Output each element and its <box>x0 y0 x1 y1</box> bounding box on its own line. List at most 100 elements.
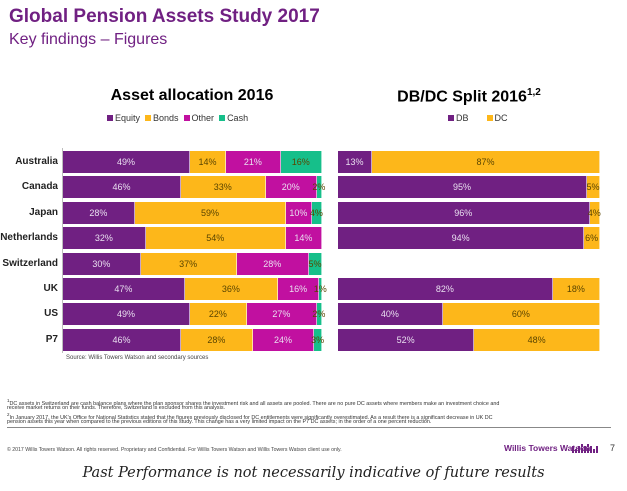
category-label-netherlands: Netherlands <box>0 232 58 244</box>
asset-bar-netherlands-bonds: 54% <box>145 227 286 250</box>
asset-data-label: 4% <box>309 207 323 218</box>
asset-data-label: 16% <box>289 284 308 294</box>
asset-bar-australia-bonds: 14% <box>189 151 227 173</box>
asset-data-label: 14% <box>294 233 313 244</box>
category-label-canada: Canada <box>21 181 58 193</box>
category-label-australia: Australia <box>15 156 58 167</box>
performance-disclaimer: Past Performance is not necessarily indi… <box>82 465 545 481</box>
asset-data-label: 2% <box>312 182 326 193</box>
legend-swatch-db <box>448 115 454 121</box>
dbdc-data-label: 95% <box>452 182 471 193</box>
asset-data-label: 54% <box>206 233 225 244</box>
asset-data-label: 30% <box>92 258 111 269</box>
dbdc-bar-uk-db: 82% <box>338 278 553 300</box>
asset-data-label: 59% <box>200 207 219 218</box>
asset-bar-australia-equity: 49% <box>63 151 190 173</box>
asset-allocation-axis <box>62 148 63 353</box>
legend-item-db: DB <box>448 113 469 123</box>
asset-bar-netherlands-other: 14% <box>285 227 322 250</box>
dbdc-bar-japan-dc: 4% <box>587 201 601 224</box>
asset-data-label: 10% <box>289 207 308 218</box>
legend-label-cash: Cash <box>227 113 249 123</box>
asset-bar-switzerland-bonds: 37% <box>140 252 237 275</box>
asset-data-label: 24% <box>274 334 293 345</box>
dbdc-data-label: 13% <box>345 157 364 167</box>
dbdc-data-label: 52% <box>396 334 415 345</box>
dbdc-data-label: 48% <box>527 334 546 345</box>
asset-bar-p7-equity: 46% <box>63 328 181 351</box>
footnote-1-text-1: DC assets in Switzerland are cash balanc… <box>9 400 500 407</box>
asset-bar-switzerland-equity: 30% <box>63 252 141 275</box>
brand-logo-icon <box>572 444 598 453</box>
asset-data-label: 1% <box>313 284 327 294</box>
asset-bar-japan-cash: 4% <box>309 201 323 224</box>
category-label-switzerland: Switzerland <box>2 257 58 269</box>
legend-swatch-equity <box>107 115 113 121</box>
asset-data-label: 47% <box>114 284 133 294</box>
footnote-1-line-2: receive market returns on their funds. T… <box>7 405 226 411</box>
asset-data-label: 33% <box>213 182 232 193</box>
dbdc-bar-p7-db: 52% <box>338 328 475 351</box>
asset-bar-us-equity: 49% <box>63 303 190 326</box>
copyright-text: © 2017 Willis Towers Watson. All rights … <box>7 447 342 453</box>
legend-swatch-cash <box>219 115 226 121</box>
asset-bar-p7-bonds: 28% <box>180 328 253 351</box>
legend-swatch-other <box>183 115 190 121</box>
asset-data-label: 28% <box>89 207 108 218</box>
asset-bar-us-cash: 2% <box>312 303 325 326</box>
asset-data-label: 2% <box>312 309 326 320</box>
asset-bar-japan-equity: 28% <box>63 201 135 224</box>
legend-item-dc: DC <box>486 113 508 123</box>
asset-bar-netherlands-equity: 32% <box>63 227 146 250</box>
asset-bar-canada-cash: 2% <box>312 176 325 199</box>
asset-data-label: 37% <box>179 258 198 269</box>
legend-swatch-dc <box>486 115 493 121</box>
dbdc-split-title-text: DB/DC Split 2016 <box>397 88 527 106</box>
category-label-japan: Japan <box>29 206 58 218</box>
dbdc-data-label: 4% <box>587 207 601 218</box>
asset-bar-uk-equity: 47% <box>63 278 185 300</box>
dbdc-bar-p7-dc: 48% <box>474 328 600 351</box>
dbdc-split-legend: DB DC <box>448 113 508 123</box>
footnote-2-line-1: 2In January 2017, the UK's Office for Na… <box>7 412 493 421</box>
asset-bar-switzerland-other: 28% <box>236 252 310 275</box>
asset-bar-japan-other: 10% <box>286 201 312 224</box>
asset-bar-us-bonds: 22% <box>189 303 247 326</box>
asset-data-label: 32% <box>94 233 113 244</box>
asset-data-label: 22% <box>208 309 227 320</box>
category-label-us: US <box>44 308 58 320</box>
dbdc-data-label: 96% <box>454 207 473 218</box>
dbdc-data-label: 87% <box>476 157 495 167</box>
legend-item-equity: Equity <box>107 113 140 123</box>
asset-data-label: 14% <box>198 157 217 167</box>
asset-bar-p7-cash: 3% <box>311 328 324 351</box>
footnote-2-mark: 2 <box>7 412 10 417</box>
category-label-p7: P7 <box>45 333 58 345</box>
dbdc-bar-netherlands-db: 94% <box>338 227 585 250</box>
asset-bar-p7-other: 24% <box>252 328 315 351</box>
asset-allocation-title: Asset allocation 2016 <box>62 87 322 105</box>
asset-data-label: 20% <box>281 182 300 193</box>
legend-swatch-bonds <box>145 115 152 121</box>
asset-allocation-title-text: Asset allocation 2016 <box>110 87 274 104</box>
asset-data-label: 28% <box>207 334 226 345</box>
brand-name: Willis Towers Watson <box>504 443 591 453</box>
dbdc-data-label: 5% <box>586 182 600 193</box>
asset-bar-australia-other: 21% <box>226 151 281 173</box>
asset-bar-uk-cash: 1% <box>314 278 327 300</box>
asset-bar-canada-bonds: 33% <box>180 176 266 199</box>
asset-bar-uk-other: 16% <box>277 278 320 300</box>
dbdc-bar-us-db: 40% <box>338 303 443 326</box>
asset-bar-japan-bonds: 59% <box>134 201 287 224</box>
asset-data-label: 49% <box>116 309 135 320</box>
legend-label-bonds: Bonds <box>153 113 179 123</box>
page-subtitle: Key findings – Figures <box>9 31 168 48</box>
page-number: 7 <box>610 443 616 453</box>
asset-data-label: 21% <box>243 157 262 167</box>
asset-bar-canada-other: 20% <box>265 176 317 199</box>
asset-data-label: 49% <box>116 157 135 167</box>
dbdc-data-label: 6% <box>585 233 599 244</box>
dbdc-data-label: 40% <box>380 309 399 320</box>
asset-data-label: 5% <box>308 258 322 269</box>
page-title: Global Pension Assets Study 2017 <box>9 6 320 27</box>
